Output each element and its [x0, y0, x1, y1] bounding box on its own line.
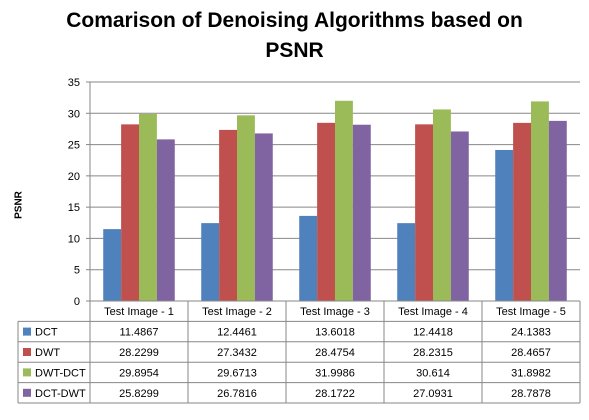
bar-dct-dwt [156, 139, 175, 301]
table-cell-value: 12.4461 [217, 327, 257, 339]
table-cell-value: 28.2299 [119, 347, 159, 359]
table-cell-value: 28.7878 [511, 388, 551, 400]
table-cell-value: 12.4418 [413, 327, 453, 339]
table-cell-value: 28.1722 [315, 388, 355, 400]
table-cell-value: 24.1383 [511, 327, 551, 339]
chart-title-line-2: PSNR [265, 39, 324, 62]
x-category-label: Test Image - 4 [398, 306, 468, 318]
legend-key-dwt [23, 348, 31, 356]
table-cell-value: 26.7816 [217, 388, 257, 400]
bar-dct-dwt [352, 124, 371, 301]
bar-dwt [317, 122, 335, 302]
y-tick-label: 35 [68, 77, 80, 89]
table-cell-value: 28.4754 [315, 347, 355, 359]
x-category-label: Test Image - 5 [496, 306, 566, 318]
bar-dct [397, 223, 416, 301]
legend-key-dct-dwt [23, 388, 31, 397]
x-category-label: Test Image - 2 [202, 306, 272, 318]
table-cell-value: 11.4867 [120, 327, 159, 339]
bar-dct-dwt [548, 120, 567, 301]
bar-dct [299, 215, 318, 301]
y-tick-label: 15 [68, 202, 80, 214]
table-cell-value: 27.3432 [217, 347, 257, 359]
y-tick-label: 25 [68, 140, 80, 152]
legend-label: DWT-DCT [35, 367, 86, 379]
table-cell-value: 31.9986 [315, 367, 355, 379]
table-cell-value: 27.0931 [413, 388, 453, 400]
table-cell-value: 29.8954 [119, 367, 159, 379]
bar-dwt-dct [531, 101, 549, 301]
legend-label: DCT-DWT [35, 388, 86, 400]
bar-dct-dwt [450, 131, 469, 301]
table-cell-value: 29.6713 [217, 367, 257, 379]
y-tick-label: 5 [74, 265, 80, 277]
legend-key-dwt-dct [23, 368, 31, 377]
legend-key-dct [23, 327, 31, 336]
bar-dwt [121, 124, 139, 301]
table-cell-value: 28.2315 [413, 347, 453, 359]
bar-dwt-dct [433, 109, 451, 302]
y-tick-label: 0 [74, 296, 80, 308]
legend-label: DCT [35, 327, 58, 339]
bar-dct [201, 223, 220, 301]
y-tick-label: 20 [68, 171, 80, 183]
chart-title-line-1: Comarison of Denoising Algorithms based … [66, 9, 523, 32]
table-cell-value: 25.8299 [119, 388, 159, 400]
bar-dct [495, 149, 514, 301]
table-cell-value: 30.614 [416, 367, 450, 379]
y-tick-label: 10 [68, 233, 80, 245]
table-cell-value: 28.4657 [511, 347, 551, 359]
y-tick-label: 30 [68, 108, 80, 120]
table-cell-value: 13.6018 [315, 327, 355, 339]
legend-label: DWT [35, 347, 60, 359]
chart-title: Comarison of Denoising Algorithms based … [0, 6, 589, 66]
bar-dct [103, 229, 122, 301]
bar-dct-dwt [254, 133, 273, 301]
bar-dwt-dct [335, 100, 353, 302]
bar-dwt-dct [139, 113, 157, 301]
bar-dwt [219, 129, 237, 301]
x-category-label: Test Image - 3 [300, 306, 370, 318]
bar-dwt [415, 124, 433, 301]
x-category-label: Test Image - 1 [104, 306, 174, 318]
bar-dwt [513, 122, 531, 301]
bar-dwt-dct [237, 115, 255, 301]
table-cell-value: 31.8982 [511, 367, 551, 379]
